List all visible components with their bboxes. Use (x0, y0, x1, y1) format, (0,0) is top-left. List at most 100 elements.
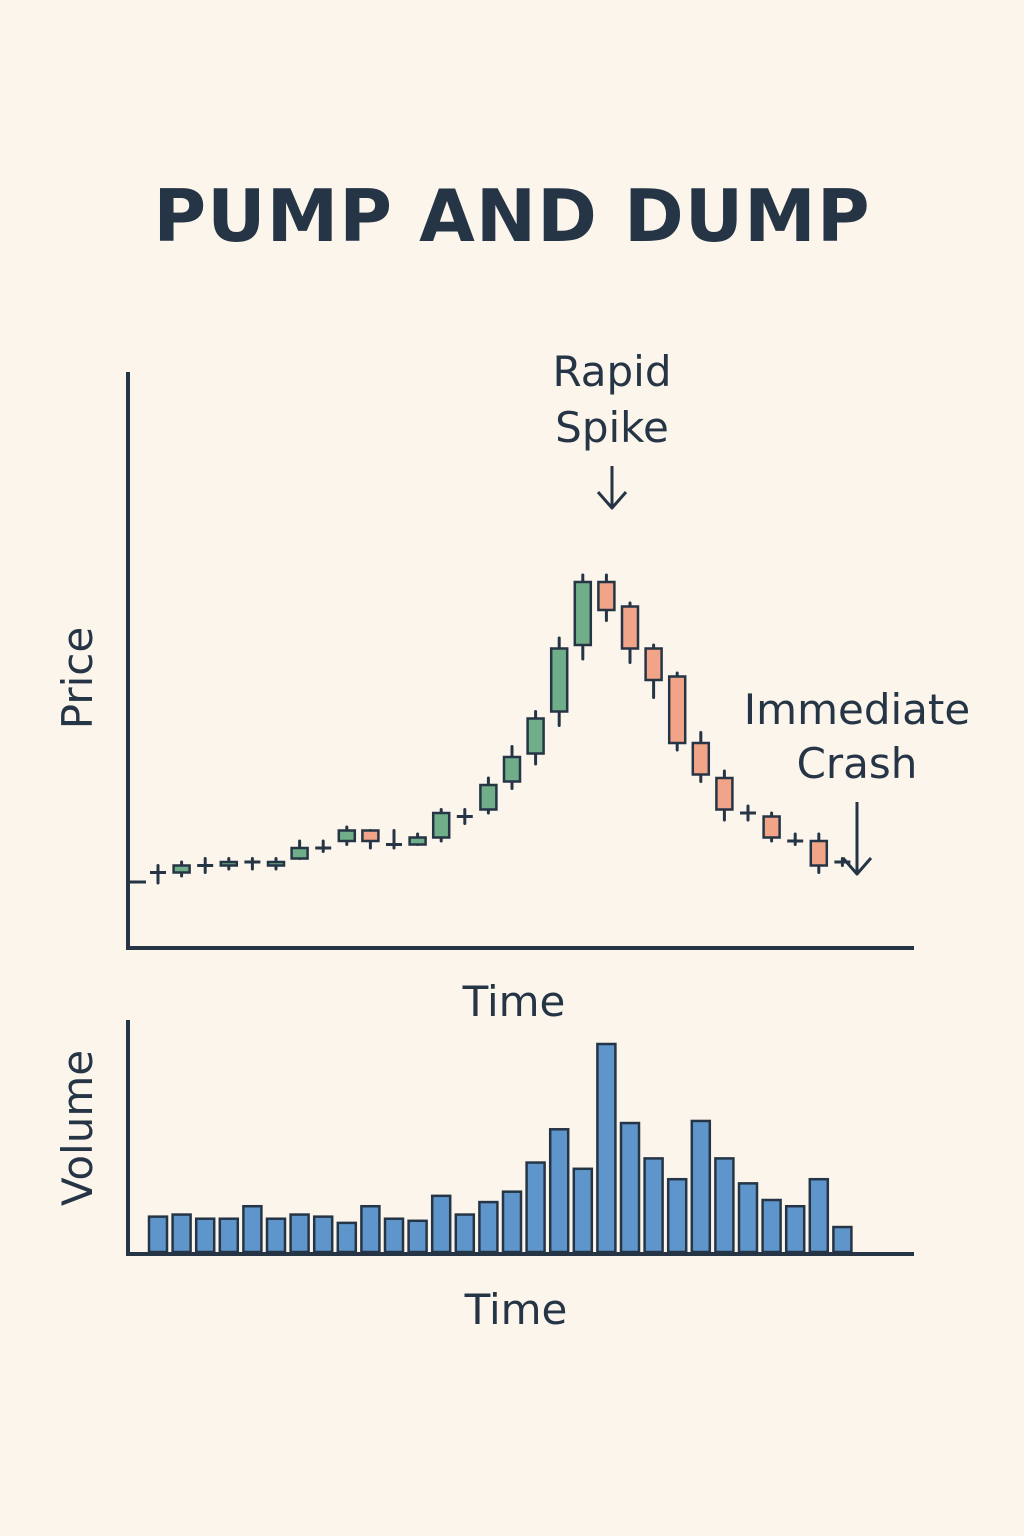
candle (290, 839, 309, 860)
candle (787, 832, 804, 846)
candle-body (644, 647, 663, 682)
candle (219, 857, 239, 871)
volume-bar (761, 1198, 782, 1254)
candle (762, 811, 781, 843)
volume-bar (383, 1217, 405, 1254)
candle (315, 839, 332, 853)
rapid-spike-annotation-arrowhead (596, 491, 628, 510)
volume-y-axis-label: Volume (53, 1050, 102, 1206)
candle-body (715, 776, 734, 811)
candle (337, 825, 357, 846)
volume-bar (430, 1194, 452, 1254)
candle (526, 710, 545, 766)
candle-body (597, 580, 616, 612)
volume-bar (289, 1213, 310, 1254)
candle (502, 745, 522, 790)
candle (549, 636, 569, 727)
volume-bar (407, 1219, 428, 1254)
volume-bar (147, 1215, 169, 1254)
candle-body (667, 675, 687, 745)
volume-bar (548, 1128, 570, 1254)
candle (266, 857, 286, 871)
candle (408, 832, 427, 846)
candle-body (620, 605, 640, 650)
immediate-crash-annotation-text: Crash (797, 739, 918, 788)
candle-body (266, 860, 286, 867)
volume-x-axis-label: Time (464, 1285, 568, 1334)
volume-bar (218, 1217, 240, 1254)
candle (691, 731, 711, 783)
candle-body (479, 783, 498, 811)
volume-bar (336, 1221, 358, 1254)
volume-bar (360, 1204, 381, 1254)
candle-body (219, 860, 239, 867)
price-y-axis-label: Price (53, 627, 102, 729)
candle-body (337, 829, 357, 843)
candle-body (431, 811, 451, 839)
immediate-crash-annotation-text: Immediate (744, 685, 970, 734)
volume-bar (572, 1167, 594, 1254)
candle-body (502, 755, 522, 783)
candle (620, 601, 640, 664)
volume-bar (265, 1217, 287, 1254)
candle (715, 769, 734, 822)
volume-bar-series (147, 1042, 853, 1254)
candle-body (408, 836, 427, 846)
candle-body (172, 864, 191, 874)
candle (456, 808, 473, 825)
immediate-crash-annotation-arrowhead (841, 857, 873, 876)
volume-bar (242, 1204, 263, 1254)
volume-bar (808, 1177, 830, 1254)
rapid-spike-annotation-text: Spike (555, 403, 669, 452)
volume-bar (619, 1121, 641, 1254)
volume-bar (454, 1213, 476, 1254)
volume-bar (832, 1225, 853, 1254)
volume-bar (690, 1119, 712, 1254)
candle (644, 643, 663, 699)
volume-bar (643, 1157, 664, 1254)
candle (244, 857, 261, 871)
chart-title: PUMP AND DUMP (153, 174, 871, 258)
candle-body (809, 839, 829, 867)
candle (667, 671, 687, 752)
volume-panel: Volume Time (53, 1020, 914, 1334)
immediate-crash-annotation: Immediate Crash (744, 685, 970, 876)
candle (150, 864, 166, 885)
rapid-spike-annotation-text: Rapid (553, 347, 672, 396)
candle-body (361, 829, 380, 843)
volume-bar (194, 1217, 216, 1254)
candle-body (526, 717, 545, 755)
candle (573, 573, 593, 661)
volume-bar (666, 1177, 688, 1254)
candle-body (290, 846, 309, 860)
candle (431, 808, 451, 843)
candle (809, 832, 829, 874)
candle (361, 829, 380, 850)
volume-bar (784, 1204, 806, 1254)
volume-bar (312, 1215, 334, 1254)
candle (597, 573, 616, 622)
volume-bar (478, 1200, 499, 1254)
candle-body (691, 741, 711, 776)
price-panel: Price Time Rapid Spike Immediate Crash (53, 347, 970, 1026)
candle-body (762, 815, 781, 839)
candle (197, 857, 214, 874)
volume-bar (501, 1190, 523, 1254)
annotations: Rapid Spike Immediate Crash (553, 347, 970, 876)
candle-body (573, 580, 593, 647)
volume-bar (171, 1213, 192, 1254)
candle (479, 776, 498, 815)
candle (172, 860, 191, 878)
candlestick-series (150, 573, 851, 885)
candle (740, 804, 756, 822)
volume-bar (525, 1161, 546, 1254)
volume-bar (714, 1157, 735, 1254)
price-x-axis-label: Time (462, 977, 566, 1026)
rapid-spike-annotation: Rapid Spike (553, 347, 672, 510)
candle (386, 829, 402, 850)
volume-bar (596, 1042, 617, 1254)
candle-body (549, 647, 569, 713)
volume-bar (737, 1182, 759, 1254)
